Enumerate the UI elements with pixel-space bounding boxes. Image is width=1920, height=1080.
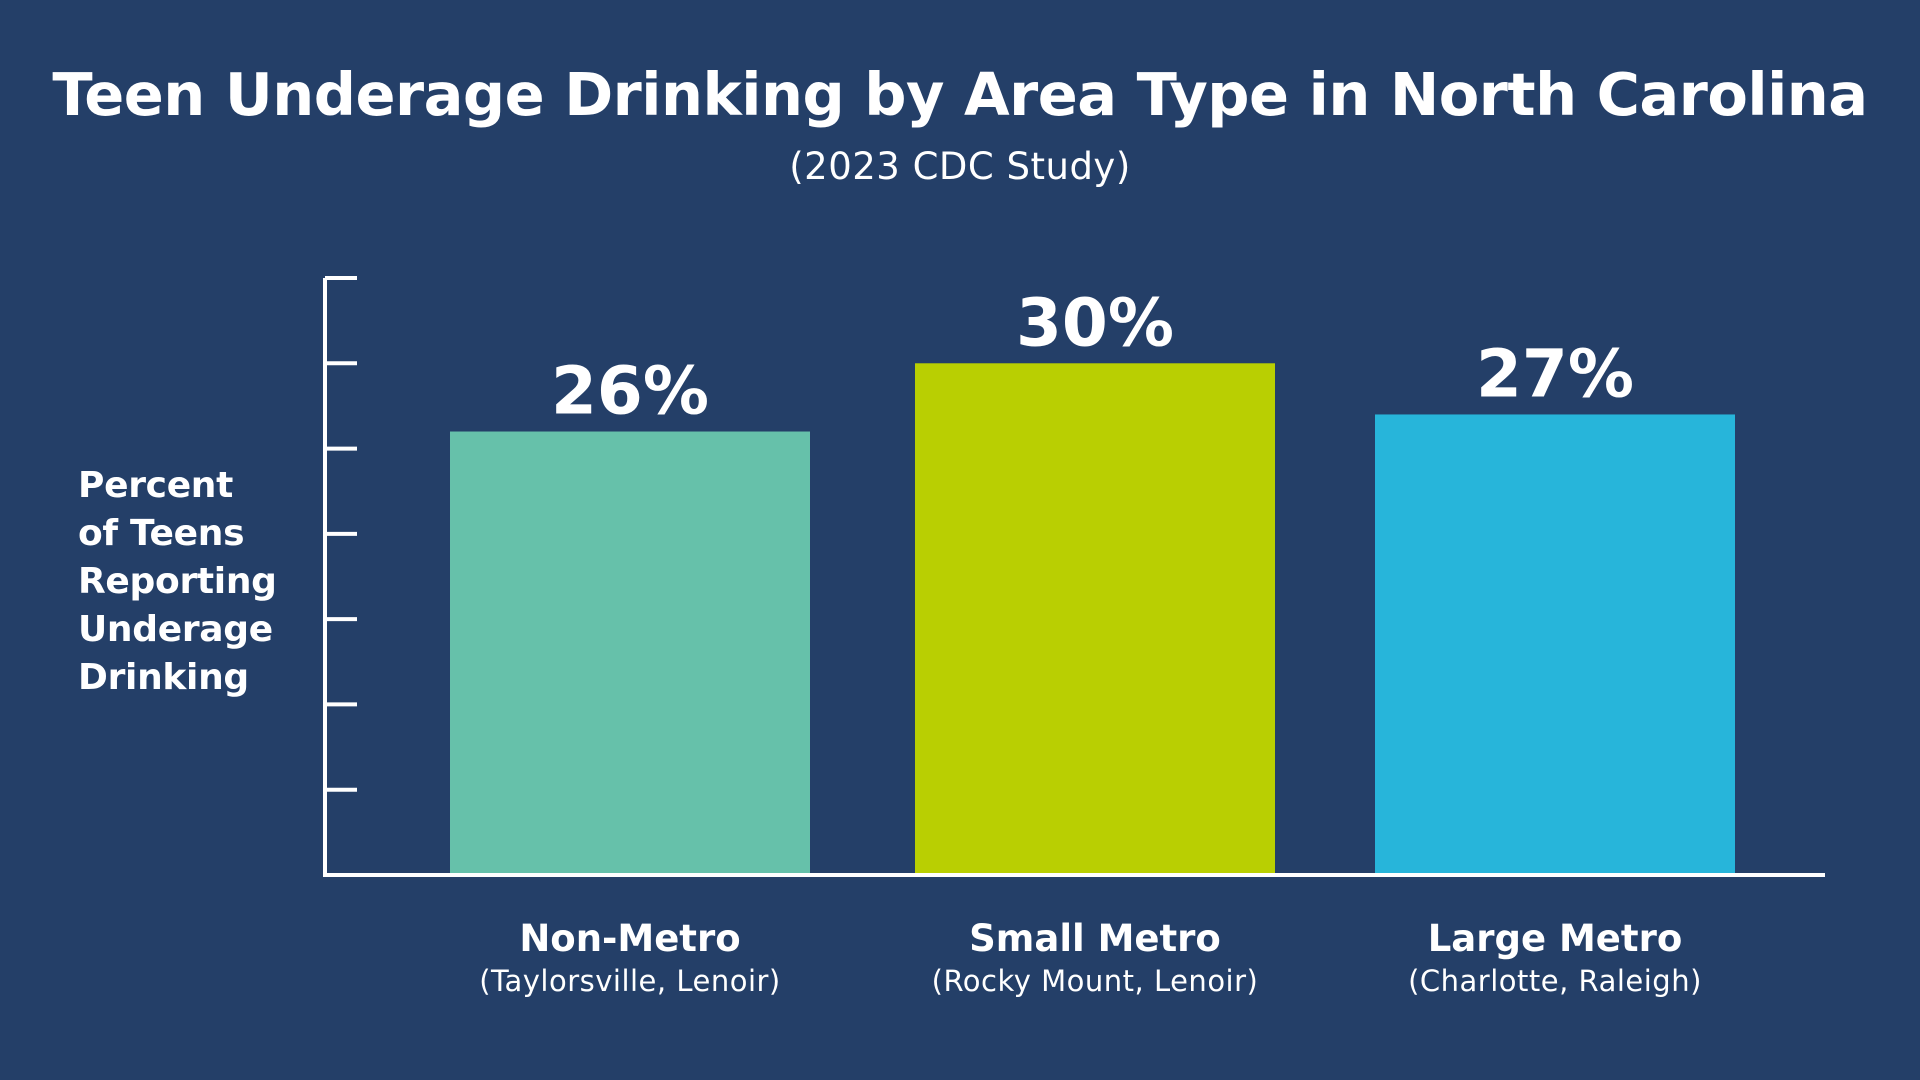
bar [915,363,1275,875]
x-tick-sublabel: (Taylorsville, Lenoir) [479,964,781,998]
y-axis-label-line: Reporting [78,561,277,602]
y-axis-label-line: of Teens [78,513,245,554]
bar [450,431,810,875]
y-axis-label-line: Drinking [78,657,249,698]
x-tick-label: Large Metro [1428,917,1683,960]
chart-title: Teen Underage Drinking by Area Type in N… [52,60,1868,129]
x-tick-label: Small Metro [969,917,1221,960]
data-label: 27% [1476,335,1634,412]
x-tick-sublabel: (Charlotte, Raleigh) [1408,964,1702,998]
x-tick-sublabel: (Rocky Mount, Lenoir) [932,964,1259,998]
bar [1375,414,1735,875]
y-axis-label-line: Underage [78,609,273,650]
chart-subtitle: (2023 CDC Study) [789,145,1131,188]
x-tick-label: Non-Metro [519,917,740,960]
data-label: 30% [1016,284,1174,361]
y-axis-label: Percent of Teens Reporting Underage Drin… [78,462,308,702]
data-label: 26% [551,353,709,430]
y-axis-label-line: Percent [78,465,234,506]
